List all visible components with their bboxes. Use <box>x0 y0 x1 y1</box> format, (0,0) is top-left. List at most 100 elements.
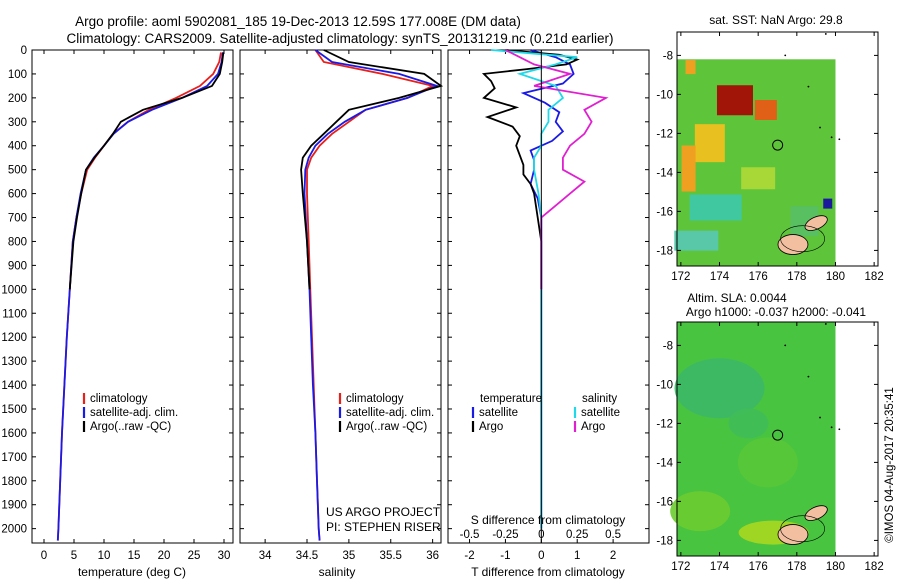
sst-map-lon-ticks: 172 174 176 178 180 182 <box>671 32 884 283</box>
depth-tick-label: 1700 <box>1 452 27 464</box>
lon-tick-label: 174 <box>710 561 730 573</box>
lat-tick-label: -16 <box>656 206 673 218</box>
sst-map: sat. SST: NaN Argo: 29.8 -8-10-12-14-16-… <box>656 13 883 283</box>
x-tick-label: 34 <box>259 550 272 562</box>
reef-outline <box>780 515 825 543</box>
depth-tick-label: 1300 <box>1 356 27 368</box>
salinity-legend: climatology satellite-adj. clim. Argo(..ra… <box>338 393 434 433</box>
sla-patch <box>674 358 765 419</box>
legend-label: climatology <box>90 393 148 405</box>
lat-tick-label: -12 <box>656 418 673 430</box>
legend-label: climatology <box>346 393 404 405</box>
lon-tick-label: 178 <box>787 561 806 573</box>
sla-patch <box>737 437 798 488</box>
depth-tick-label: 800 <box>8 236 27 248</box>
s-tick-label: -0.25 <box>492 529 518 541</box>
island-viti-levu <box>777 234 809 255</box>
depth-tick-label: 100 <box>8 69 27 81</box>
lon-tick-label: 174 <box>710 271 730 283</box>
sst-patch <box>823 198 833 209</box>
lat-tick-label: -12 <box>656 128 673 140</box>
islet <box>807 85 810 88</box>
lon-tick-label: 180 <box>826 561 845 573</box>
sla-map-lon-ticks: 172 174 176 178 180 182 <box>671 322 884 573</box>
s-tick-label: -0.5 <box>460 529 480 541</box>
x-tick-label: 36 <box>426 550 439 562</box>
difference-axes-frame <box>447 49 650 544</box>
islet <box>807 375 810 378</box>
x-tick-label: 0 <box>41 550 47 562</box>
sla-map-title-1: Altim. SLA: 0.0044 <box>687 291 787 305</box>
x-tick-label: 35 <box>342 550 355 562</box>
legend-label: Argo(..raw -QC) <box>346 421 427 433</box>
lat-tick-label: -10 <box>656 379 673 391</box>
sst-patch <box>754 100 777 120</box>
lon-tick-label: 176 <box>749 561 768 573</box>
legend-label: Argo <box>479 421 503 433</box>
depth-tick-label: 200 <box>8 93 27 105</box>
salinity-ticks: 34 34.5 35 35.5 36 <box>259 50 439 562</box>
series-line <box>504 49 609 290</box>
islet <box>819 416 821 419</box>
depth-tick-label: 900 <box>8 260 27 272</box>
series-line <box>306 49 436 541</box>
temperature-axes-frame <box>31 49 234 544</box>
difference-legend: temperature salinity satellite Argo satellit… <box>471 393 620 433</box>
difference-panel: -2 -1 0 1 2 temperature salinity satellite Argo… <box>447 49 650 579</box>
pi-label: PI: STEPHEN RISER <box>326 520 441 534</box>
island-viti-levu <box>777 524 809 545</box>
sla-map-field <box>670 322 841 556</box>
legend-label: satellite-adj. clim. <box>346 407 434 419</box>
legend-label: temperature <box>480 393 542 405</box>
series-line <box>56 52 224 541</box>
lon-tick-label: 172 <box>671 561 690 573</box>
depth-tick-label: 1100 <box>2 308 27 320</box>
x-tick-label: -1 <box>500 550 510 562</box>
x-tick-label: 1 <box>574 550 580 562</box>
sst-patch <box>741 167 776 190</box>
lat-tick-label: -16 <box>656 496 673 508</box>
legend-label: Argo <box>581 421 605 433</box>
credit-label: ©IMOS 04-Aug-2017 20:35:41 <box>884 387 896 543</box>
temperature-legend: climatology satellite-adj. clim. Argo(..ra… <box>82 393 178 433</box>
salinity-xlabel: salinity <box>319 565 356 579</box>
lon-tick-label: 178 <box>787 271 806 283</box>
sla-map-title-2: Argo h1000: -0.037 h2000: -0.041 <box>686 305 866 319</box>
depth-tick-label: 600 <box>8 189 27 201</box>
series-line <box>303 49 440 541</box>
depth-tick-label: 400 <box>8 141 27 153</box>
islet <box>824 323 827 325</box>
difference-lines <box>481 49 609 543</box>
legend-label: Argo(..raw -QC) <box>90 421 171 433</box>
depth-tick-label: 1800 <box>1 476 27 488</box>
sla-map: Altim. SLA: 0.0044 Argo h1000: -0.037 h2… <box>656 291 883 573</box>
lat-tick-label: -14 <box>656 167 673 179</box>
salinity-panel: 34 34.5 35 35.5 36 climatology satellite-adj.… <box>239 49 444 579</box>
sst-patch <box>681 145 696 192</box>
sst-patch <box>674 230 719 251</box>
lat-tick-label: -10 <box>656 89 673 101</box>
sst-patch <box>694 124 725 163</box>
salinity-lines <box>300 49 444 541</box>
header-line2: Climatology: CARS2009. Satellite-adjuste… <box>66 31 613 46</box>
depth-tick-label: 500 <box>8 165 27 177</box>
islet <box>838 428 841 431</box>
s-tick-label: 0.5 <box>605 529 621 541</box>
depth-tick-label: 1200 <box>1 332 27 344</box>
t-difference-xlabel: T difference from climatology <box>471 565 625 579</box>
x-tick-label: 15 <box>128 550 141 562</box>
sst-map-lat-ticks: -8 -10 -12 -14 -16 -18 <box>656 50 878 257</box>
sst-patch <box>689 194 742 221</box>
s-difference-xlabel: S difference from climatology <box>471 513 626 527</box>
s-tick-label: 0.25 <box>566 529 588 541</box>
x-tick-label: 35.5 <box>380 550 402 562</box>
lon-tick-label: 182 <box>865 561 884 573</box>
islet <box>784 54 787 57</box>
legend-label: satellite <box>581 407 620 419</box>
islet <box>784 344 787 347</box>
x-tick-label: 5 <box>71 550 77 562</box>
lon-tick-label: 176 <box>749 271 768 283</box>
lat-tick-label: -18 <box>656 535 673 547</box>
islet <box>830 136 833 139</box>
